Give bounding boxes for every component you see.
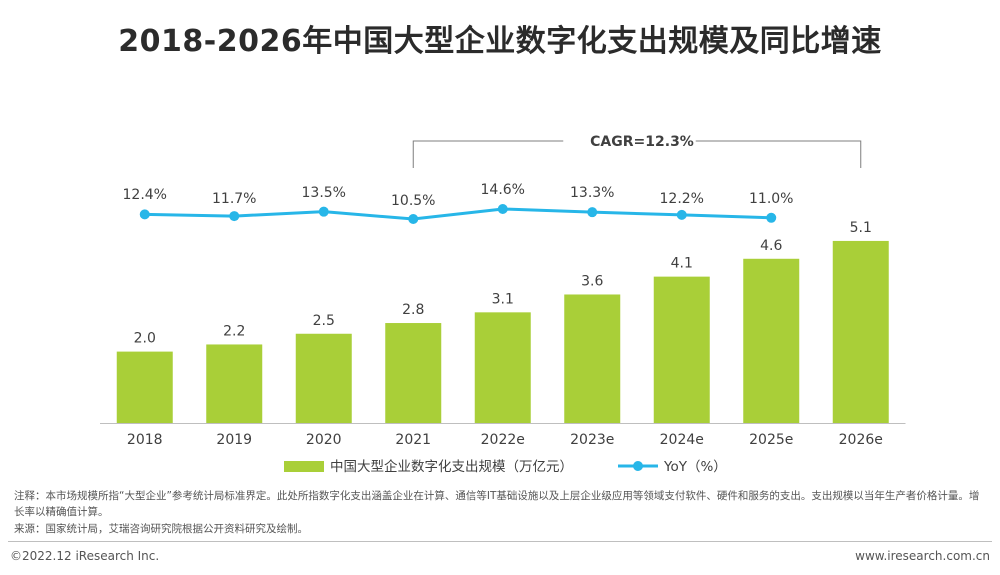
x-tick-label: 2020 [306,432,342,448]
yoy-point [497,203,508,214]
copyright-text: ©2022.12 iResearch Inc. [10,549,160,563]
yoy-value-label: 10.5% [391,193,435,209]
yoy-point [408,214,419,224]
bar-2024e [653,276,710,423]
x-tick-label: 2021 [395,432,431,448]
bar-2025e [743,258,800,423]
yoy-value-label: 13.5% [302,185,346,201]
bar-2021 [385,323,442,423]
bar-series: 2.0 2.2 2.5 2.8 3.1 3.6 4.1 4.6 5.1 [116,220,889,423]
bar-value-label: 5.1 [850,220,872,236]
legend-line-label: YoY（%） [663,459,727,475]
yoy-point [139,209,150,220]
bar-value-label: 4.1 [671,256,693,272]
legend: 中国大型企业数字化支出规模（万亿元） YoY（%） [284,458,727,475]
x-tick-label: 2025e [749,432,793,448]
yoy-value-label: 11.0% [749,191,793,207]
yoy-point [229,211,240,222]
cagr-bracket-right [695,140,862,168]
yoy-value-label: 12.2% [660,191,704,207]
cagr-label: CAGR=12.3% [590,134,694,150]
bar-value-label: 3.6 [581,273,603,289]
yoy-value-label: 11.7% [212,191,256,207]
bar-2020 [295,333,352,423]
chart-note: 注释：本市场规模所指“大型企业”参考统计局标准界定。此处所指数字化支出涵盖企业在… [14,490,980,518]
yoy-point [766,212,777,223]
website-url: www.iresearch.com.cn [855,549,990,563]
cagr-bracket-left [412,140,564,168]
footer-divider [8,541,992,542]
yoy-value-label: 13.3% [570,185,614,201]
yoy-point [676,209,687,220]
legend-line-marker [633,461,643,471]
bar-2022e [474,312,531,423]
x-tick-label: 2019 [216,432,252,448]
yoy-line-series: 12.4% 11.7% 13.5% 10.5% 14.6% 13.3% 12.2% 11.0% [123,182,793,224]
yoy-point [318,206,329,217]
bar-value-label: 2.8 [402,302,424,318]
bar-value-label: 2.5 [313,313,335,329]
bar-2019 [206,344,263,423]
bar-value-label: 4.6 [760,238,782,254]
x-tick-label: 2022e [481,432,525,448]
bar-2023e [564,294,621,423]
cagr-annotation: CAGR=12.3% [412,134,862,168]
x-tick-label: 2026e [839,432,883,448]
legend-bar-swatch [284,461,324,472]
legend-bar-label: 中国大型企业数字化支出规模（万亿元） [330,458,573,475]
bar-2026e [832,240,889,423]
x-tick-label: 2018 [127,432,163,448]
yoy-value-label: 12.4% [123,187,167,203]
x-axis: 2018 2019 2020 2021 2022e 2023e 2024e 2025e 2026… [100,423,906,448]
yoy-point [587,207,598,218]
chart-source: 来源：国家统计局，艾瑞咨询研究院根据公开资料研究及绘制。 [14,523,308,535]
bar-value-label: 2.2 [223,323,245,339]
x-tick-label: 2024e [660,432,704,448]
yoy-value-label: 14.6% [481,182,525,198]
chart-svg: CAGR=12.3% 2.0 2.2 2.5 2.8 3.1 3.6 4.1 4.6 5.1 1… [100,134,906,475]
bar-value-label: 2.0 [134,331,156,347]
yoy-line [144,207,772,221]
bar-2018 [116,351,173,423]
x-tick-label: 2023e [570,432,614,448]
bar-value-label: 3.1 [492,291,514,307]
chart-title: 2018-2026年中国大型企业数字化支出规模及同比增速 [118,24,882,59]
